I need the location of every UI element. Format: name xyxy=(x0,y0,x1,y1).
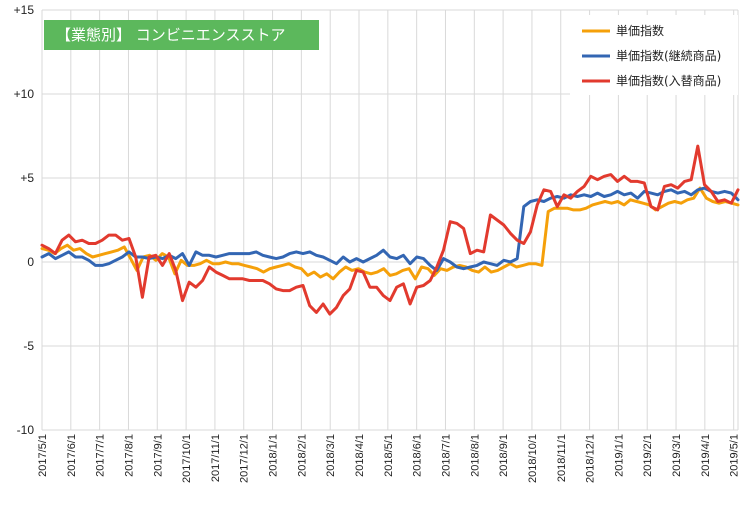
x-tick-label: 2017/12/1 xyxy=(239,434,251,483)
x-tick-label: 2019/5/1 xyxy=(729,434,741,477)
y-tick-label: +5 xyxy=(20,171,34,185)
series-lines xyxy=(40,144,740,316)
x-tick-label: 2017/6/1 xyxy=(66,434,78,477)
y-tick-label: +15 xyxy=(14,3,35,17)
x-tick-label: 2018/6/1 xyxy=(412,434,424,477)
y-axis: +15 +10 +5 0 -5 -10 xyxy=(14,3,35,437)
x-tick-label: 2017/5/1 xyxy=(37,434,49,477)
x-tick-label: 2018/1/1 xyxy=(268,434,280,477)
x-tick-label: 2017/9/1 xyxy=(152,434,164,477)
x-tick-label: 2018/3/1 xyxy=(325,434,337,477)
x-tick-label: 2018/7/1 xyxy=(440,434,452,477)
legend-label-replacement-items: 単価指数(入替商品) xyxy=(616,73,721,88)
title-badge: 【業態別】 コンビニエンスストア xyxy=(44,20,319,50)
x-tick-label: 2018/9/1 xyxy=(498,434,510,477)
x-tick-label: 2018/10/1 xyxy=(527,434,539,483)
legend-label-continuing-items: 単価指数(継続商品) xyxy=(616,48,721,63)
x-tick-label: 2018/2/1 xyxy=(296,434,308,477)
x-tick-label: 2019/3/1 xyxy=(671,434,683,477)
y-tick-label: -5 xyxy=(23,339,34,353)
x-tick-label: 2017/10/1 xyxy=(181,434,193,483)
y-tick-label: 0 xyxy=(27,255,34,269)
chart-title: 【業態別】 コンビニエンスストア xyxy=(56,26,285,44)
x-tick-label: 2018/8/1 xyxy=(469,434,481,477)
legend: 単価指数 単価指数(継続商品) 単価指数(入替商品) xyxy=(570,15,738,95)
x-tick-label: 2019/4/1 xyxy=(700,434,712,477)
x-axis: 2017/5/1 2017/6/1 2017/7/1 2017/8/1 2017/9/1… xyxy=(37,434,741,483)
x-tick-label: 2017/11/1 xyxy=(210,434,222,482)
y-tick-label: +10 xyxy=(14,87,35,101)
x-tick-label: 2018/4/1 xyxy=(354,434,366,477)
gridlines xyxy=(41,9,739,431)
x-tick-label: 2019/1/1 xyxy=(613,434,625,477)
y-tick-label: -10 xyxy=(17,423,35,437)
x-tick-label: 2018/5/1 xyxy=(383,434,395,477)
series-line-replacement-items xyxy=(40,144,740,316)
x-tick-label: 2019/2/1 xyxy=(642,434,654,477)
x-tick-label: 2017/7/1 xyxy=(95,434,107,477)
title-badge-background xyxy=(44,20,319,50)
x-tick-label: 2017/8/1 xyxy=(123,434,135,477)
x-tick-label: 2018/11/1 xyxy=(556,434,568,482)
legend-label-unit-price-index: 単価指数 xyxy=(616,23,664,38)
x-tick-label: 2018/12/1 xyxy=(585,434,597,483)
